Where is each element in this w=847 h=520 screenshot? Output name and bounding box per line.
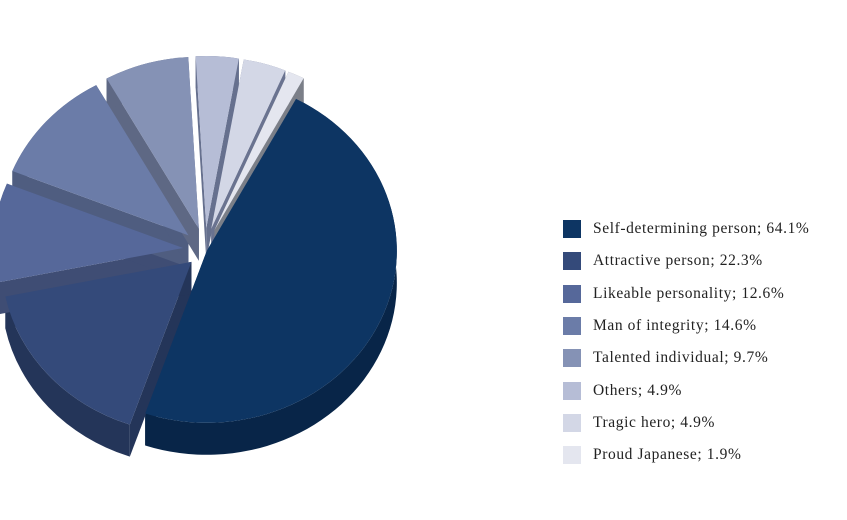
legend-label: Proud Japanese; 1.9% [593, 446, 742, 464]
legend-item: Man of integrity; 14.6% [563, 310, 809, 342]
legend-swatch [563, 381, 581, 400]
chart-legend: Self-determining person; 64.1% Attractive… [563, 213, 809, 471]
legend-label: Likeable personality; 12.6% [593, 284, 785, 302]
legend-label: Others; 4.9% [593, 381, 682, 399]
pie-slice [195, 56, 239, 229]
pie-slice [145, 98, 397, 423]
legend-label: Man of integrity; 14.6% [593, 317, 757, 335]
pie-slice-face [206, 58, 239, 261]
legend-label: Talented individual; 9.7% [593, 349, 769, 367]
legend-label: Self-determining person; 64.1% [593, 220, 810, 238]
pie-slice [0, 183, 184, 283]
legend-swatch [563, 284, 581, 303]
legend-swatch [563, 349, 581, 368]
legend-swatch [563, 446, 581, 465]
legend-label: Tragic hero; 4.9% [593, 413, 715, 431]
legend-item: Talented individual; 9.7% [563, 342, 809, 374]
pie-slice-face [195, 56, 207, 261]
pie-slice [106, 57, 199, 229]
pie-slice [5, 261, 192, 425]
pie-slice-face [129, 261, 192, 457]
legend-item: Attractive person; 22.3% [563, 245, 809, 277]
legend-item: Likeable personality; 12.6% [563, 278, 809, 310]
legend-item: Proud Japanese; 1.9% [563, 439, 809, 471]
legend-item: Others; 4.9% [563, 374, 809, 406]
legend-swatch [563, 252, 581, 271]
pie-slice-rim [5, 296, 130, 457]
legend-swatch [563, 413, 581, 432]
legend-swatch [563, 220, 581, 239]
pie-slice [211, 59, 286, 229]
legend-item: Tragic hero; 4.9% [563, 407, 809, 439]
pie-slice [214, 71, 304, 231]
legend-item: Self-determining person; 64.1% [563, 213, 809, 245]
legend-swatch [563, 317, 581, 336]
pie-slice [12, 85, 189, 236]
legend-label: Attractive person; 22.3% [593, 252, 763, 270]
